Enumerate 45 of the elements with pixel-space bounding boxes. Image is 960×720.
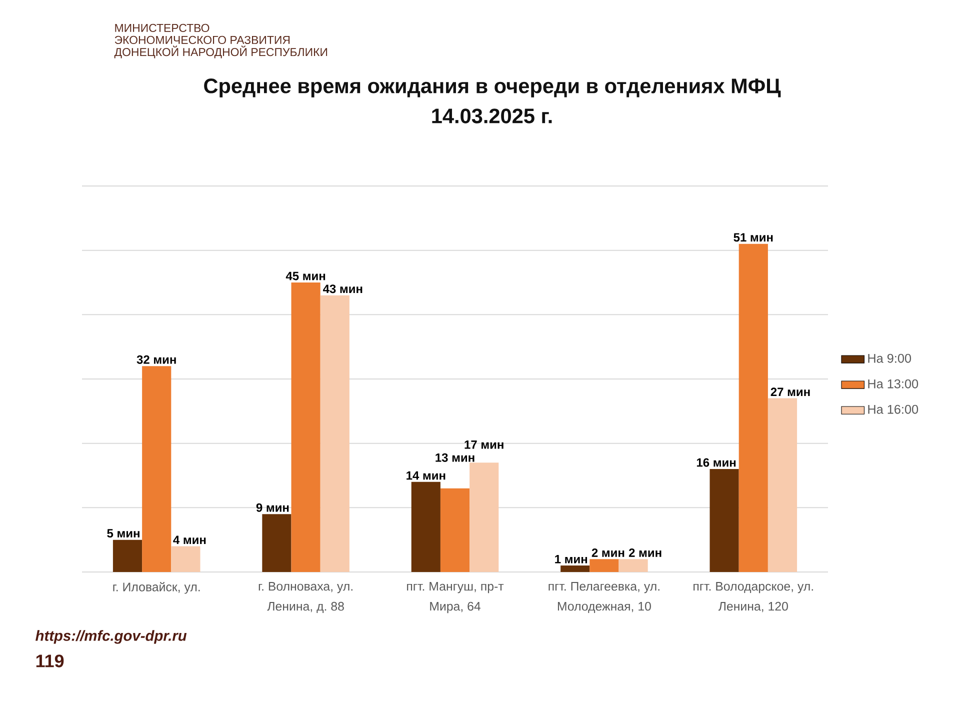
bar <box>738 244 768 572</box>
data-label: 5 мин <box>107 529 140 538</box>
x-tick-label: г. Волноваха, ул. Ленина, д. 88 <box>258 582 352 614</box>
bar <box>291 282 320 572</box>
chart-subtitle: 14.03.2025 г. <box>432 108 552 124</box>
bar <box>171 546 200 572</box>
data-label: 1 мин <box>555 555 588 564</box>
data-label: 2 мин <box>592 548 624 557</box>
data-label: 45 мин <box>286 272 326 280</box>
data-label: 9 мин <box>256 503 289 512</box>
data-label: 16 мин <box>696 458 736 467</box>
data-label: 17 мин <box>464 440 504 449</box>
data-label: 14 мин <box>406 471 446 480</box>
x-tick-label: пгт. Мангуш, пр-т Мира, 64 <box>407 582 504 614</box>
legend-label: На 9:00 <box>868 354 912 363</box>
bar <box>710 469 739 572</box>
bar <box>768 398 798 572</box>
bar <box>262 514 292 572</box>
bar <box>618 559 648 572</box>
bar <box>320 295 350 572</box>
data-label: 13 мин <box>436 453 474 462</box>
bar <box>112 540 142 572</box>
data-label: 51 мин <box>734 233 773 242</box>
data-label: 4 мин <box>173 536 206 544</box>
bar <box>142 366 172 572</box>
chart-title: Среднее время ожидания в очереди в отделениях МФЦ <box>204 78 781 98</box>
x-tick-label: пгт. Пелагеевка, ул. Молодежная, 10 <box>548 582 660 614</box>
x-tick-label: пгт. Володарское, ул. Ленина, 120 <box>694 582 813 612</box>
bar <box>560 566 590 572</box>
bar <box>470 462 499 572</box>
legend-label: На 16:00 <box>868 404 918 414</box>
text: ЭКОНОМИЧЕСКОГО РАЗВИТИЯ <box>114 36 290 44</box>
legend-label: На 13:00 <box>868 379 918 388</box>
text: 119 <box>36 654 64 668</box>
text: https://mfc.gov-dpr.ru <box>36 630 187 644</box>
data-label: 2 мин <box>628 548 662 557</box>
bar <box>590 559 619 572</box>
data-label: 32 мин <box>136 355 176 364</box>
data-label: 43 мин <box>322 284 362 294</box>
text: ДОНЕЦКОЙ НАРОДНОЙ РЕСПУБЛИКИ <box>114 46 328 58</box>
x-tick-label: г. Иловайск, ул. <box>113 582 200 594</box>
bar <box>411 482 440 572</box>
text: МИНИСТЕРСТВО <box>115 24 210 32</box>
data-label: 27 мин <box>770 388 810 396</box>
bar <box>440 488 470 572</box>
